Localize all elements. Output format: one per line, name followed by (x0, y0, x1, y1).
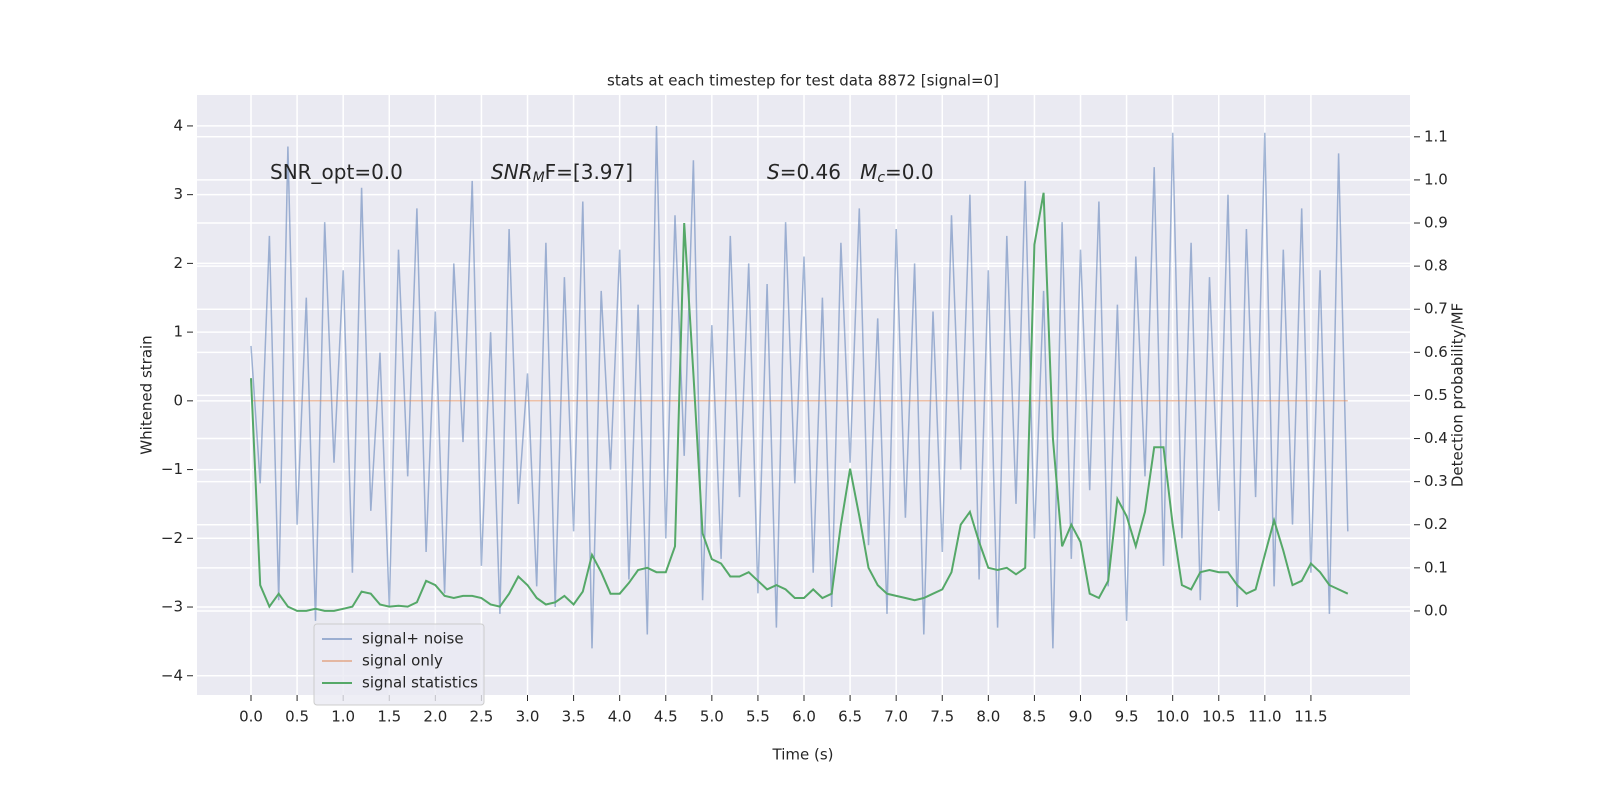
x-tick-label: 1.5 (377, 708, 401, 726)
annotation-part: S (767, 160, 780, 184)
annotation-part: =0.46 (780, 160, 860, 184)
y2-tick-label: 0.4 (1424, 429, 1448, 447)
y2-tick-label: 0.5 (1424, 386, 1448, 404)
y-tick-label: −1 (161, 460, 183, 478)
chart-title: stats at each timestep for test data 887… (607, 72, 999, 90)
x-tick-label: 5.5 (746, 708, 770, 726)
x-tick-label: 0.5 (285, 708, 309, 726)
y2-tick-label: 0.2 (1424, 515, 1448, 533)
x-tick-label: 4.5 (654, 708, 678, 726)
y-tick-label: 2 (173, 254, 183, 272)
x-axis-label: Time (s) (772, 746, 834, 764)
legend-label: signal+ noise (362, 630, 464, 648)
y-axis-label: Whitened strain (138, 335, 156, 454)
x-tick-label: 6.5 (838, 708, 862, 726)
y2-tick-label: 0.6 (1424, 343, 1448, 361)
x-tick-label: 8.0 (976, 708, 1000, 726)
annotation-part: M (533, 170, 545, 186)
series-line (250, 192, 1349, 612)
y2-tick-label: 0.1 (1424, 558, 1448, 576)
y-tick-label: 1 (173, 323, 183, 341)
annotation-part: c (877, 170, 885, 186)
x-tick-label: 11.5 (1294, 708, 1327, 726)
lines (250, 125, 1349, 649)
y2-tick-label: 0.8 (1424, 257, 1448, 275)
x-tick-label: 11.0 (1248, 708, 1281, 726)
y2-axis-label: Detection probability/MF (1449, 303, 1467, 487)
x-tick-label: 4.0 (608, 708, 632, 726)
y-tick-label: 3 (173, 185, 183, 203)
y2-tick-label: 0.0 (1424, 601, 1448, 619)
y-tick-label: −3 (161, 598, 183, 616)
annotation-part: SNR_opt=0.0 (270, 160, 403, 184)
annotation: SNR_opt=0.0 (270, 160, 403, 184)
annotation-part: =0.0 (885, 160, 934, 184)
x-tick-label: 9.5 (1115, 708, 1139, 726)
annotation-part: F=[3.97] (545, 160, 633, 184)
x-tick-label: 9.0 (1069, 708, 1093, 726)
y2-tick-label: 0.7 (1424, 300, 1448, 318)
y-tick-label: 0 (173, 391, 183, 409)
x-tick-label: 10.5 (1202, 708, 1235, 726)
x-tick-label: 3.5 (562, 708, 586, 726)
annotation: S=0.46 Mc=0.0 (767, 160, 934, 187)
y-tick-label: 4 (173, 116, 183, 134)
y-tick-label: −2 (161, 529, 183, 547)
axes: 0.0 0.5 1.0 1.5 2.0 2.5 3.0 3.5 4.0 4.5 5.0 5.5 6.0 6… (161, 116, 1448, 725)
y2-tick-label: 1.0 (1424, 170, 1448, 188)
y-tick-label: −4 (161, 666, 183, 684)
x-tick-label: 10.0 (1156, 708, 1189, 726)
legend: signal+ noise signal only signal statistic… (313, 623, 485, 706)
annotation-part: M (860, 160, 877, 184)
x-tick-label: 8.5 (1022, 708, 1046, 726)
annotation-part: SNR (491, 160, 533, 184)
legend-label: signal only (362, 652, 443, 670)
x-tick-label: 2.0 (423, 708, 447, 726)
legend-box (313, 623, 485, 706)
x-tick-label: 7.0 (884, 708, 908, 726)
x-tick-label: 2.5 (469, 708, 493, 726)
x-tick-label: 6.0 (792, 708, 816, 726)
x-tick-label: 3.0 (516, 708, 540, 726)
x-tick-label: 7.5 (930, 708, 954, 726)
series-line (250, 125, 1349, 649)
legend-label: signal statistics (362, 674, 478, 692)
x-tick-label: 0.0 (239, 708, 263, 726)
y2-tick-label: 0.3 (1424, 472, 1448, 490)
annotation: SNRMF=[3.97] (491, 160, 633, 187)
y2-tick-label: 1.1 (1424, 127, 1448, 145)
x-tick-label: 5.0 (700, 708, 724, 726)
x-tick-label: 1.0 (331, 708, 355, 726)
y2-tick-label: 0.9 (1424, 214, 1448, 232)
